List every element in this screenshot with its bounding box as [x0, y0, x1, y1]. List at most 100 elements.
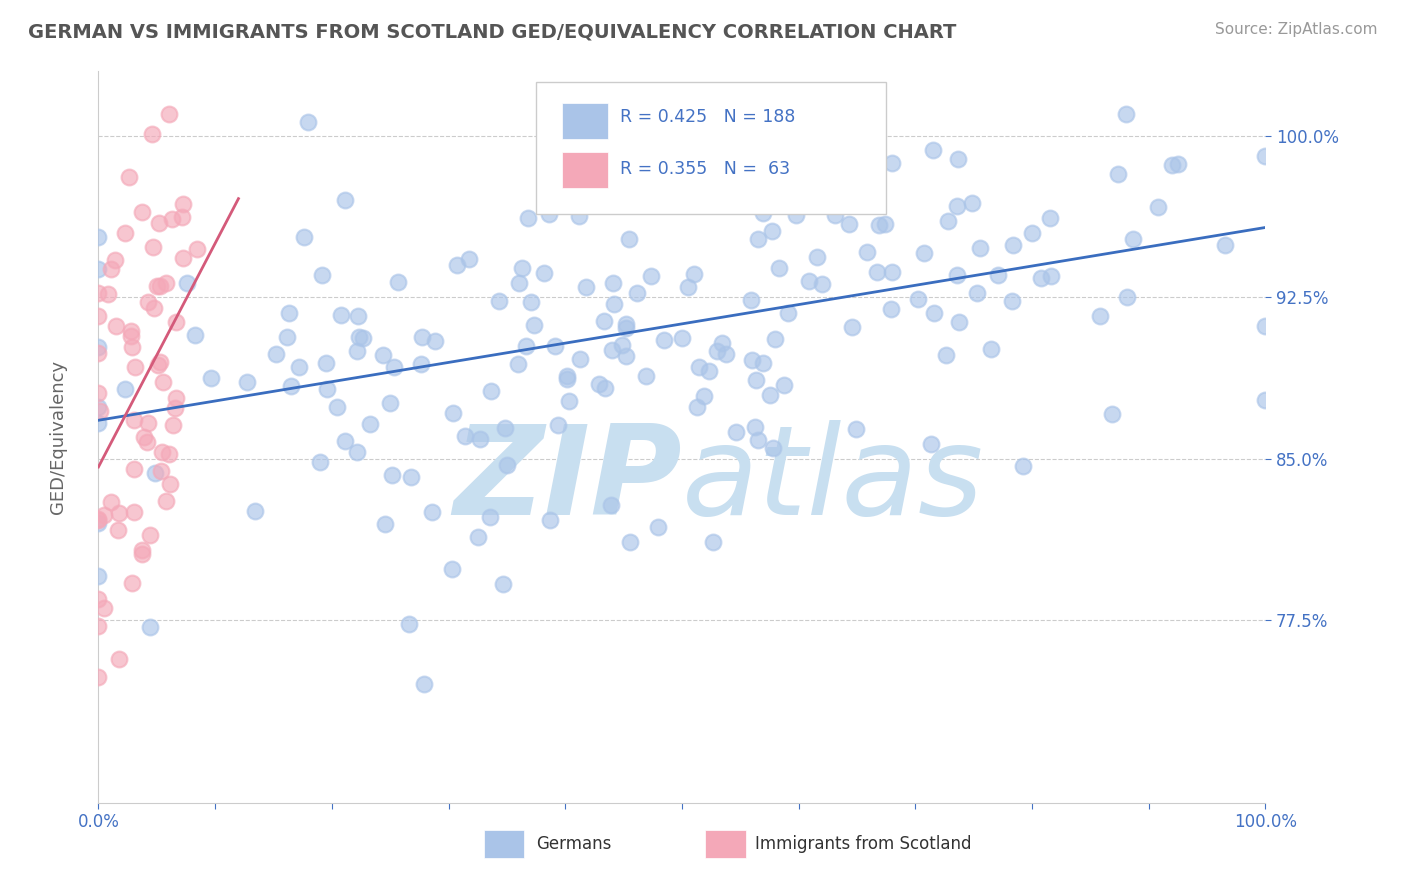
Point — [378, 395, 401, 409]
Point — [575, 279, 598, 293]
Point — [149, 279, 172, 293]
Point — [945, 199, 967, 213]
Point — [411, 357, 433, 371]
Point — [626, 191, 648, 205]
Point — [1039, 211, 1062, 225]
Point — [467, 530, 489, 544]
Point — [1001, 294, 1024, 309]
Point — [122, 462, 145, 476]
Point — [523, 318, 546, 333]
Point — [880, 302, 903, 317]
Point — [1040, 268, 1063, 283]
Point — [725, 425, 748, 439]
Point — [149, 354, 172, 368]
Point — [912, 245, 935, 260]
Point — [374, 516, 396, 531]
Point — [420, 505, 443, 519]
Point — [506, 357, 529, 371]
Point — [458, 252, 481, 266]
Point — [87, 592, 110, 607]
Point — [139, 528, 162, 542]
Point — [87, 512, 110, 526]
Point — [519, 294, 541, 309]
Point — [778, 158, 800, 172]
Point — [845, 422, 868, 436]
Point — [592, 314, 614, 328]
Point — [1122, 232, 1144, 246]
Point — [87, 345, 110, 359]
Point — [1254, 318, 1277, 333]
Point — [948, 314, 970, 328]
Point — [104, 252, 127, 267]
Point — [401, 470, 423, 484]
Point — [969, 241, 991, 255]
Point — [333, 193, 356, 207]
Point — [935, 348, 957, 362]
Point — [104, 319, 127, 334]
Point — [728, 195, 751, 210]
Point — [441, 406, 464, 420]
Point — [1167, 157, 1189, 171]
Point — [922, 305, 945, 319]
Point — [686, 400, 709, 414]
Point — [579, 107, 602, 121]
Point — [647, 520, 669, 534]
Point — [1101, 407, 1123, 421]
Point — [330, 308, 353, 322]
Point — [163, 401, 186, 416]
Point — [588, 377, 610, 392]
Point — [165, 391, 187, 405]
Point — [114, 382, 136, 396]
Point — [806, 250, 828, 264]
Point — [761, 224, 783, 238]
Point — [440, 562, 463, 576]
Point — [824, 208, 846, 222]
Point — [371, 347, 394, 361]
Point — [346, 343, 368, 358]
Point — [87, 262, 110, 277]
Point — [243, 504, 266, 518]
Point — [292, 230, 315, 244]
Point — [107, 523, 129, 537]
Point — [131, 547, 153, 561]
Point — [143, 466, 166, 480]
Point — [157, 107, 180, 121]
Point — [120, 324, 142, 338]
Point — [121, 340, 143, 354]
Point — [297, 115, 319, 129]
Point — [652, 333, 675, 347]
Point — [600, 343, 623, 358]
Point — [555, 372, 578, 386]
Text: Immigrants from Scotland: Immigrants from Scotland — [755, 835, 972, 853]
FancyBboxPatch shape — [562, 152, 609, 188]
Point — [517, 211, 540, 226]
Point — [347, 310, 370, 324]
Point — [136, 435, 159, 450]
Point — [398, 617, 420, 632]
Point — [114, 226, 136, 240]
Point — [868, 218, 890, 232]
Point — [634, 169, 657, 183]
Point — [614, 349, 637, 363]
Point — [768, 260, 790, 275]
Point — [515, 339, 537, 353]
Point — [100, 494, 122, 508]
Point — [614, 321, 637, 335]
Point — [184, 327, 207, 342]
Point — [315, 356, 337, 370]
Point — [1021, 227, 1043, 241]
FancyBboxPatch shape — [484, 830, 524, 858]
Point — [547, 417, 569, 432]
Point — [752, 206, 775, 220]
Point — [87, 309, 110, 323]
Point — [651, 107, 673, 121]
Text: R = 0.425   N = 188: R = 0.425 N = 188 — [620, 109, 796, 127]
Point — [880, 155, 903, 169]
Point — [716, 346, 738, 360]
Point — [121, 575, 143, 590]
Point — [693, 388, 716, 402]
Point — [131, 542, 153, 557]
Point — [671, 330, 693, 344]
Point — [980, 342, 1002, 356]
Point — [558, 393, 581, 408]
